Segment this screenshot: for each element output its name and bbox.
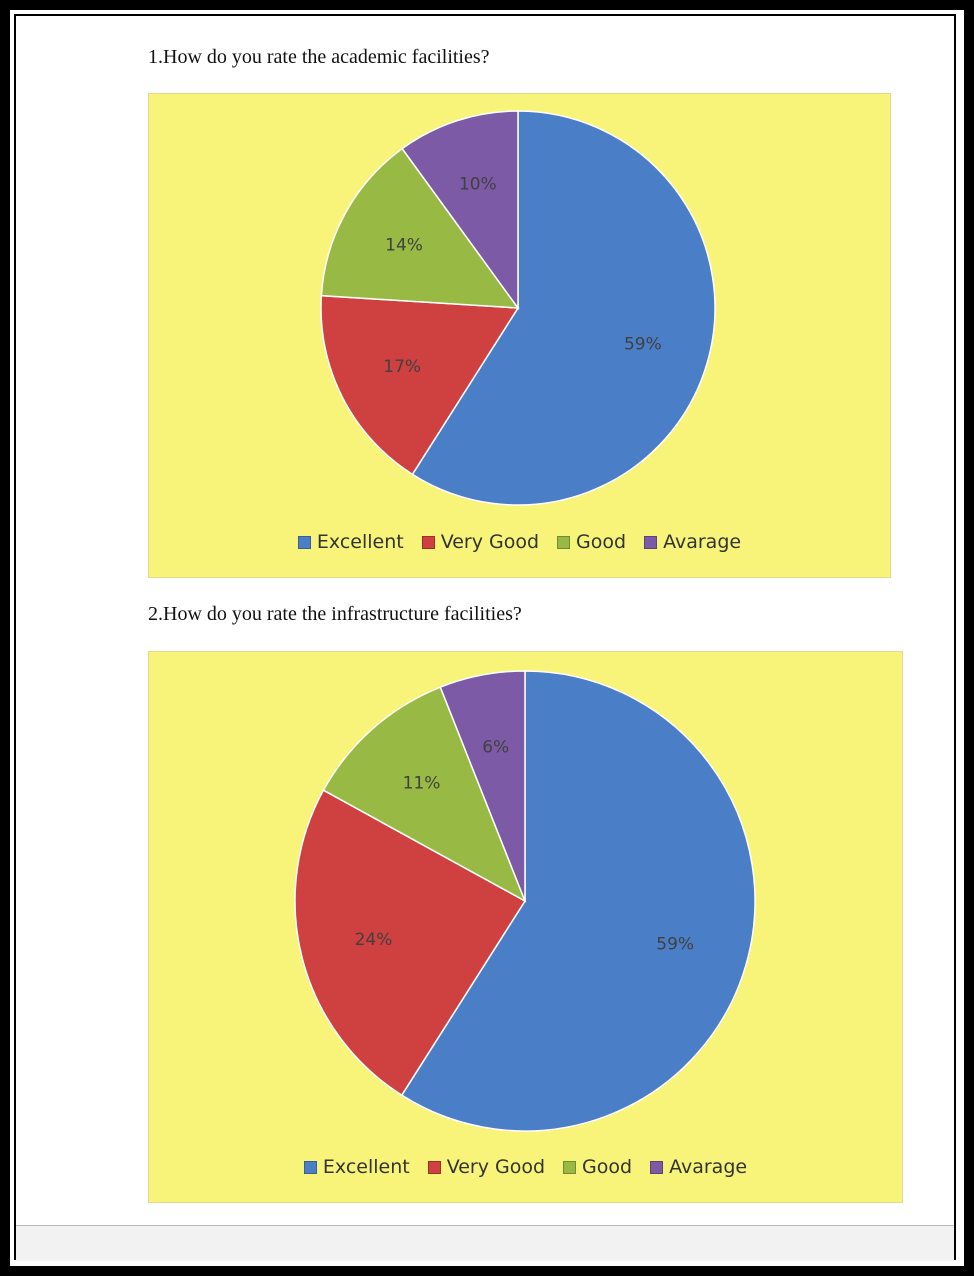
legend-label: Excellent xyxy=(322,1156,410,1178)
chart-2-legend: Excellent Very Good Good Avarage xyxy=(149,1156,902,1178)
legend-swatch xyxy=(563,1160,577,1174)
legend-item-very-good: Very Good xyxy=(421,531,540,553)
pie-slice-good xyxy=(320,147,520,309)
legend-label: Avarage xyxy=(663,531,742,553)
pie-slice-excellent xyxy=(400,670,756,1132)
slice-data-label: 59% xyxy=(624,334,662,354)
pie-chart-academic: 59% 17% 14% 10% Excellent Very Good Good Avara… xyxy=(148,93,891,578)
legend-item-avarage: Avarage xyxy=(644,531,741,553)
legend-item-very-good: Very Good xyxy=(427,1156,546,1178)
legend-item-avarage: Avarage xyxy=(650,1156,747,1178)
pie-slice-avarage xyxy=(401,110,519,311)
slice-data-label: 14% xyxy=(385,235,423,255)
legend-swatch xyxy=(557,535,571,549)
legend-swatch xyxy=(303,1160,317,1174)
legend-label: Good xyxy=(582,1156,633,1178)
legend-label: Very Good xyxy=(440,531,540,553)
question-2-title: 2.How do you rate the infrastructure fac… xyxy=(148,603,522,625)
legend-item-excellent: Excellent xyxy=(303,1156,410,1178)
pie-slice-avarage xyxy=(439,670,526,902)
slice-data-label: 10% xyxy=(459,174,497,194)
chart-1-legend: Excellent Very Good Good Avarage xyxy=(149,531,890,553)
legend-label: Avarage xyxy=(669,1156,748,1178)
pie-slice-good xyxy=(322,686,527,903)
legend-label: Good xyxy=(576,531,627,553)
legend-label: Very Good xyxy=(446,1156,546,1178)
question-1-title: 1.How do you rate the academic facilitie… xyxy=(148,46,490,68)
legend-item-excellent: Excellent xyxy=(297,531,404,553)
legend-swatch xyxy=(297,535,311,549)
pie-slice-very-good xyxy=(294,789,527,1097)
slice-data-label: 17% xyxy=(383,357,421,377)
legend-label: Excellent xyxy=(316,531,404,553)
slice-data-label: 6% xyxy=(482,737,509,757)
slice-data-label: 24% xyxy=(355,930,393,950)
legend-item-good: Good xyxy=(557,531,626,553)
pie-chart-svg-1: 59% 17% 14% 10% xyxy=(320,110,716,506)
pie-chart-svg-2: 59% 24% 11% 6% xyxy=(294,670,756,1132)
legend-swatch xyxy=(644,535,658,549)
legend-item-good: Good xyxy=(563,1156,632,1178)
slice-data-label: 59% xyxy=(656,935,694,955)
legend-swatch xyxy=(421,535,435,549)
slice-data-label: 11% xyxy=(403,774,441,794)
legend-swatch xyxy=(427,1160,441,1174)
legend-swatch xyxy=(650,1160,664,1174)
pie-slice-very-good xyxy=(320,294,520,476)
pie-slice-excellent xyxy=(411,110,716,506)
footer-strip xyxy=(16,1225,954,1261)
pie-chart-infrastructure: 59% 24% 11% 6% Excellent Very Good Good Avarag… xyxy=(148,651,903,1203)
